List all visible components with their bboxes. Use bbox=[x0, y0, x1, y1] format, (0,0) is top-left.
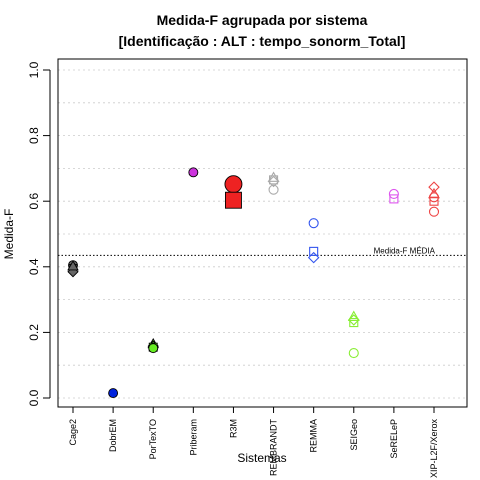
y-axis-label: Medida-F bbox=[2, 209, 16, 260]
x-tick-label: PorTexTO bbox=[148, 419, 158, 459]
data-point-triangle bbox=[67, 260, 79, 271]
y-tick-label: 0.4 bbox=[27, 258, 41, 275]
reference-line-group: Medida-F MÉDIA bbox=[58, 246, 467, 256]
data-point-diamond bbox=[307, 251, 320, 264]
reference-line-label: Medida-F MÉDIA bbox=[374, 246, 436, 255]
y-tick-label: 0.8 bbox=[27, 127, 41, 144]
plot-frame bbox=[57, 58, 468, 408]
data-point-diamond bbox=[267, 175, 280, 188]
data-point-circle bbox=[108, 388, 119, 399]
data-point-triangle bbox=[267, 171, 280, 182]
data-point-triangle bbox=[347, 310, 360, 321]
chart-title: Medida-F agrupada por sistema bbox=[157, 12, 368, 28]
data-point-circle bbox=[188, 167, 199, 178]
x-axis-label: Sistemas bbox=[237, 451, 286, 465]
x-tick-label: Priberam bbox=[188, 419, 198, 456]
x-tick-label: REMMA bbox=[309, 419, 319, 453]
data-point-diamond bbox=[428, 181, 440, 193]
y-tick-label: 0.6 bbox=[27, 193, 41, 210]
data-point-square bbox=[389, 194, 399, 204]
x-tick-label: REMBRANDT bbox=[269, 419, 279, 477]
data-point-circle bbox=[224, 175, 243, 194]
data-point-triangle bbox=[428, 187, 440, 199]
data-point-square bbox=[224, 191, 242, 209]
y-axis: 0.0 0.2 0.4 0.6 0.8 1.0 bbox=[27, 61, 51, 406]
y-tick-label: 0.2 bbox=[27, 324, 41, 341]
data-point-square bbox=[429, 196, 439, 206]
grid bbox=[58, 69, 467, 399]
y-tick-label: 1.0 bbox=[27, 61, 41, 78]
data-point-circle bbox=[268, 184, 279, 195]
data-point-circle bbox=[148, 343, 159, 354]
data-point-circle bbox=[388, 188, 399, 200]
x-tick-label: DobrEM bbox=[108, 419, 118, 452]
x-tick-label: Cage2 bbox=[68, 419, 78, 446]
x-tick-label: XIP-L2F/Xerox bbox=[429, 419, 439, 479]
data-point-circle bbox=[348, 348, 359, 359]
x-axis: Cage2 DobrEM PorTexTO Priberam R3M REMBRANDT R… bbox=[68, 406, 439, 479]
data-point-square bbox=[309, 246, 319, 256]
data-point-circle bbox=[428, 206, 440, 217]
x-tick-label: R3M bbox=[228, 419, 238, 438]
y-tick-label: 0.0 bbox=[27, 389, 41, 406]
data-point-square bbox=[349, 318, 359, 328]
data-points bbox=[67, 167, 440, 399]
x-tick-label: SeRELeP bbox=[389, 419, 399, 459]
data-point-circle bbox=[308, 218, 319, 229]
chart-subtitle: [Identificação : ALT : tempo_sonorm_Tota… bbox=[119, 33, 406, 49]
x-tick-label: SEIGeo bbox=[349, 419, 359, 451]
